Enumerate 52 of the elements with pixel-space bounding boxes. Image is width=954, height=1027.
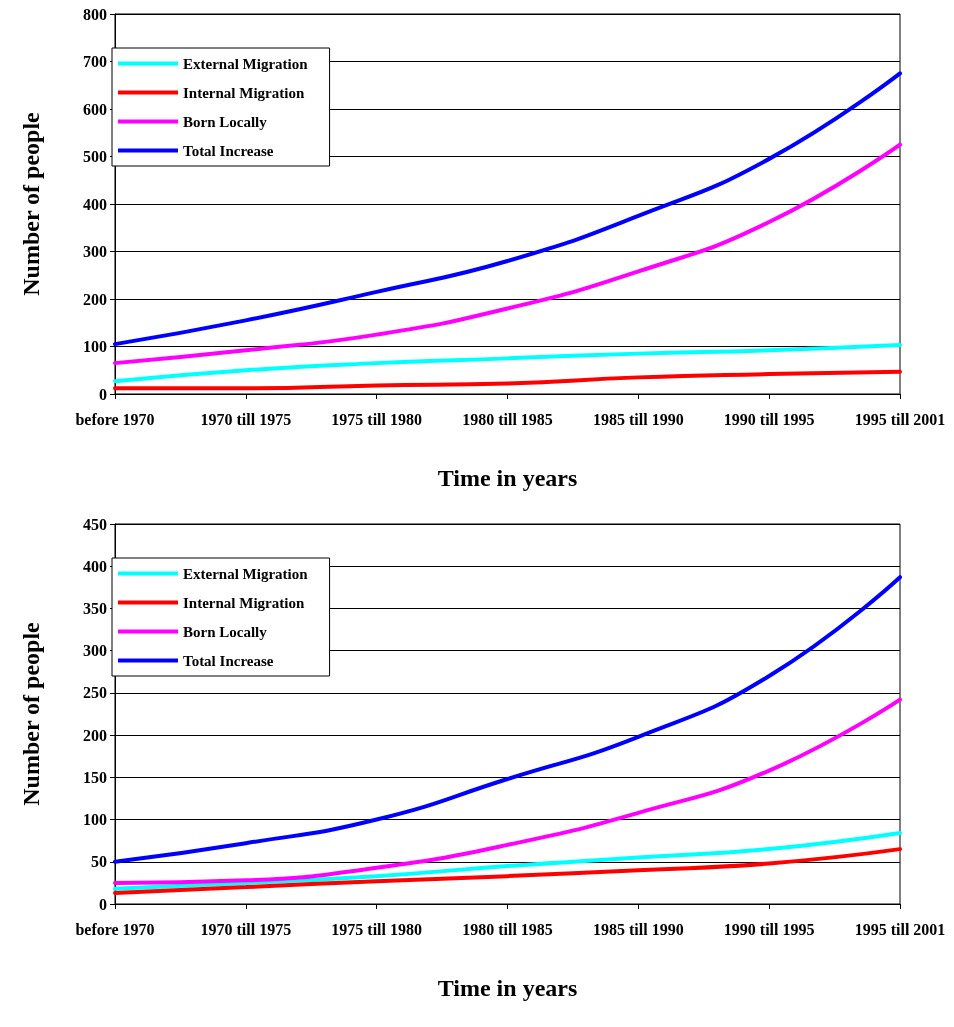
y-tick-label: 300 xyxy=(83,642,107,660)
y-tick-label: 500 xyxy=(83,148,107,165)
y-tick-label: 50 xyxy=(91,853,107,871)
legend-label: External Migration xyxy=(183,55,309,72)
y-tick-label: 450 xyxy=(83,515,107,533)
line-series xyxy=(113,142,902,366)
y-tick-label: 150 xyxy=(83,768,107,786)
line-series xyxy=(113,343,902,384)
line-series xyxy=(113,369,902,391)
y-tick-label: 200 xyxy=(83,726,107,744)
x-tick-label: 1990 till 1995 xyxy=(723,410,815,428)
y-tick-label: 100 xyxy=(83,811,107,829)
x-tick-label: 1985 till 1990 xyxy=(593,920,684,938)
x-tick-label: 1975 till 1980 xyxy=(331,410,422,428)
y-tick-label: 350 xyxy=(83,599,107,617)
x-tick-label: before 1970 xyxy=(75,410,155,428)
line-series xyxy=(113,831,902,891)
x-tick-label: before 1970 xyxy=(75,920,155,938)
y-tick-label: 700 xyxy=(83,53,107,70)
x-tick-label: 1970 till 1975 xyxy=(200,920,292,938)
y-tick-label: 0 xyxy=(99,385,107,403)
y-tick-label: 250 xyxy=(83,684,107,702)
legend-label: Internal Migration xyxy=(183,594,305,611)
y-tick-label: 100 xyxy=(83,338,107,355)
y-axis-title: Number of people xyxy=(18,621,44,806)
y-tick-label: 400 xyxy=(83,195,107,213)
x-tick-label: 1990 till 1995 xyxy=(723,920,815,938)
x-tick-label: 1970 till 1975 xyxy=(200,410,292,428)
line-series xyxy=(113,847,902,896)
line-series xyxy=(113,71,902,347)
x-axis-title: Time in years xyxy=(437,975,578,1001)
y-tick-label: 400 xyxy=(83,557,107,575)
legend-label: Born Locally xyxy=(183,623,268,640)
y-tick-label: 300 xyxy=(83,243,107,260)
y-tick-label: 0 xyxy=(99,895,107,913)
y-tick-label: 200 xyxy=(83,290,107,308)
legend-label: Total Increase xyxy=(183,142,274,159)
x-tick-label: 1985 till 1990 xyxy=(593,410,684,428)
x-tick-label: 1975 till 1980 xyxy=(331,920,422,938)
x-axis-title: Time in years xyxy=(437,465,578,491)
x-tick-label: 1995 till 2001 xyxy=(854,410,946,428)
x-tick-label: 1980 till 1985 xyxy=(462,410,553,428)
x-tick-label: 1995 till 2001 xyxy=(854,920,946,938)
legend-label: Born Locally xyxy=(183,113,268,130)
legend-label: Total Increase xyxy=(183,652,274,669)
line-series xyxy=(113,697,902,885)
legend-label: Internal Migration xyxy=(183,84,305,101)
x-tick-label: 1980 till 1985 xyxy=(462,920,553,938)
y-tick-label: 600 xyxy=(83,100,107,118)
y-tick-label: 800 xyxy=(83,5,107,23)
y-axis-title: Number of people xyxy=(18,111,44,296)
legend-label: External Migration xyxy=(183,565,309,582)
